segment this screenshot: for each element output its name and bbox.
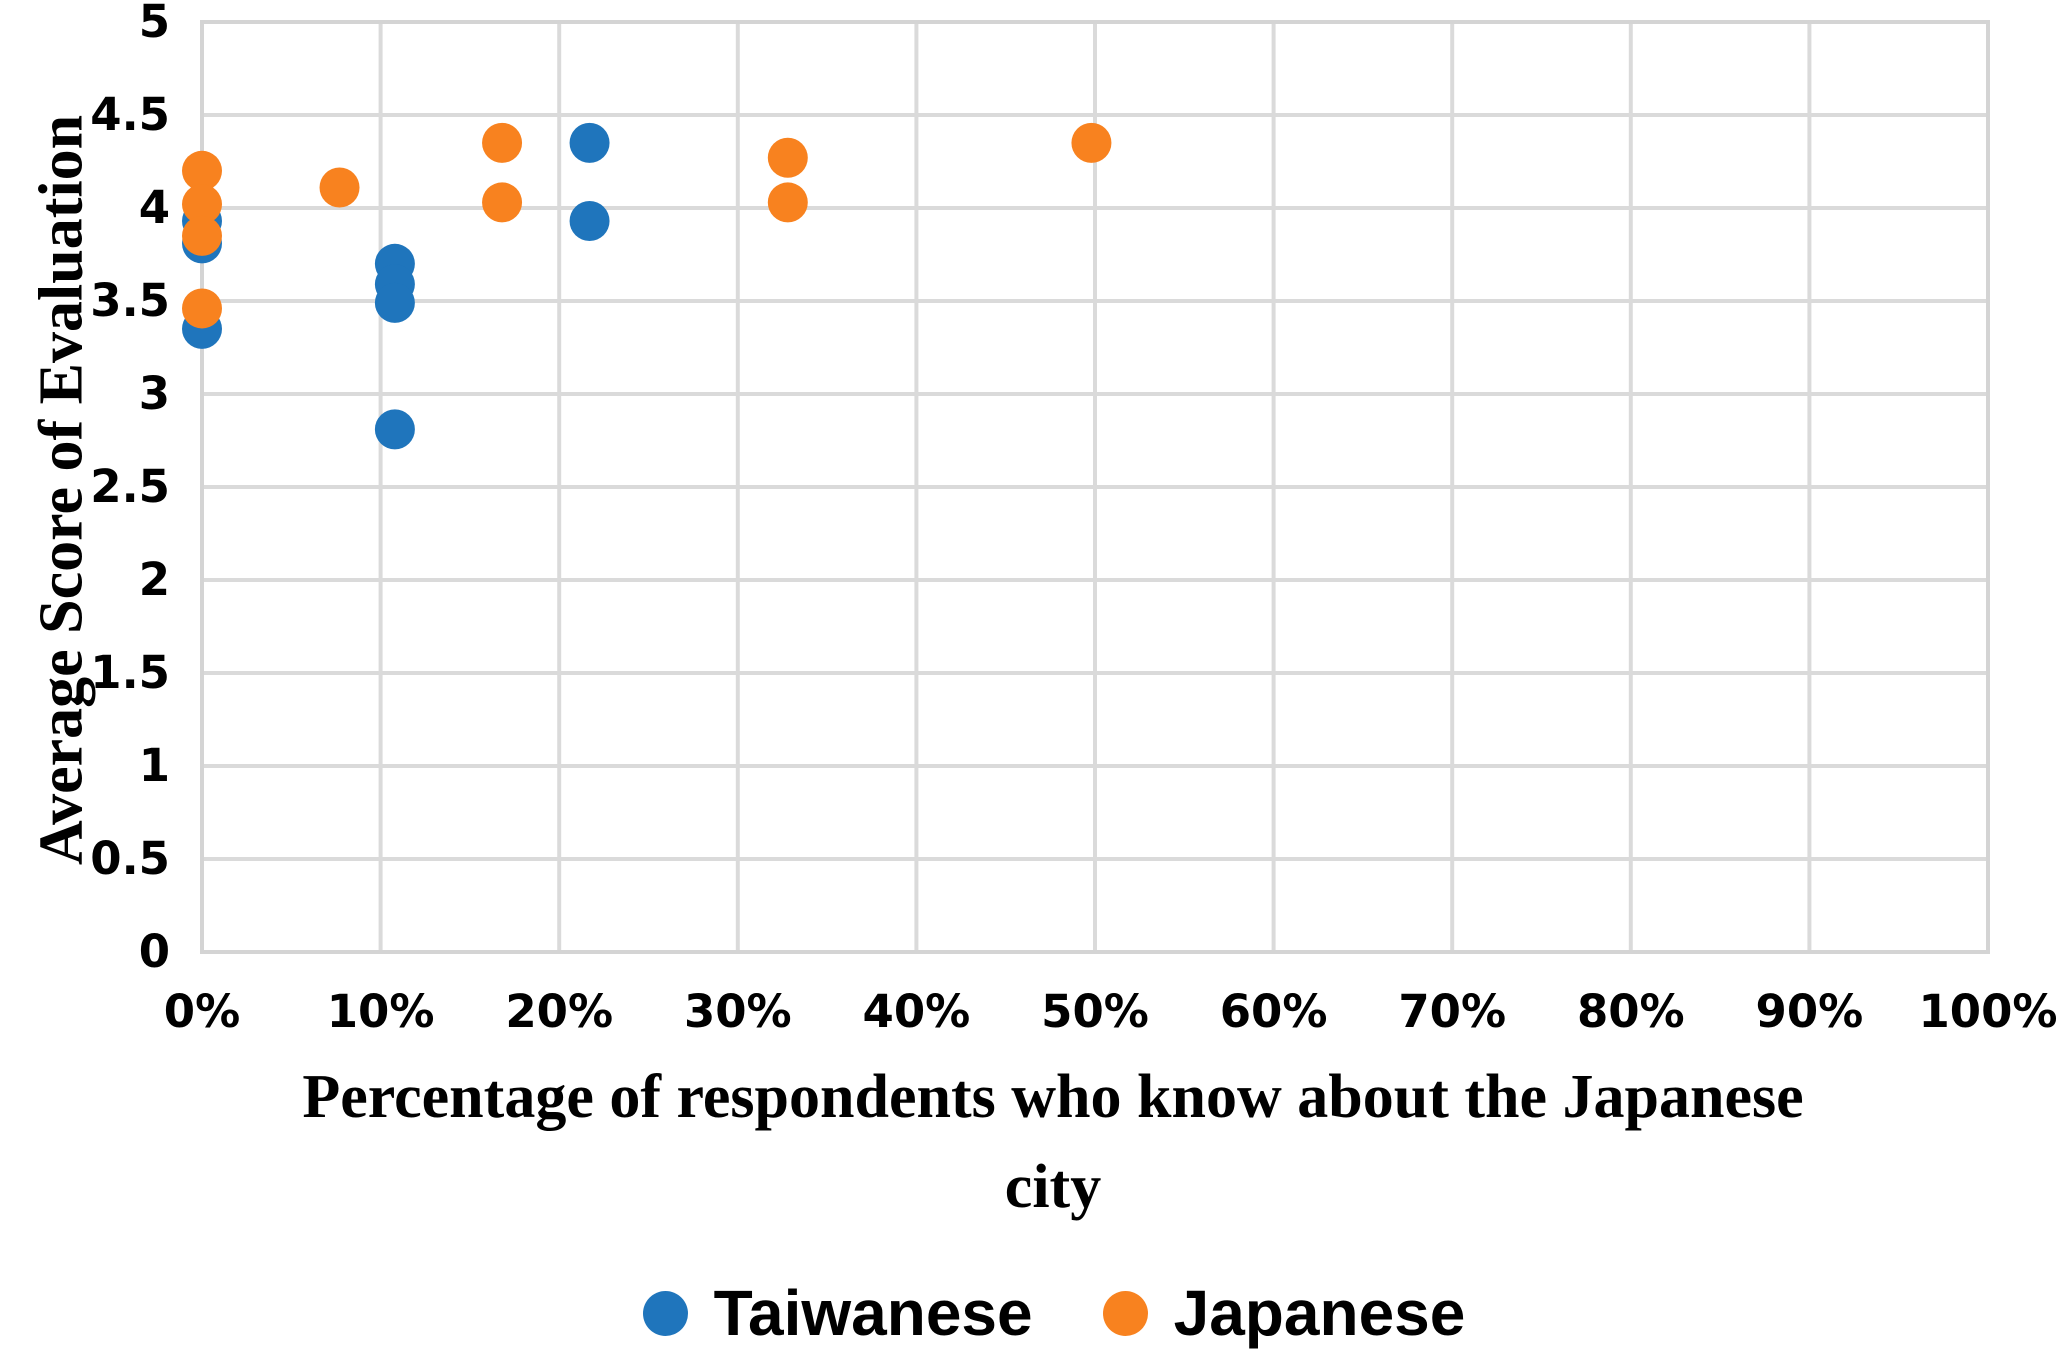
x-axis-title-line1: Percentage of respondents who know about… [302, 1063, 1804, 1131]
data-point-japanese [182, 150, 222, 191]
x-tick-label: 60% [1219, 985, 1328, 1038]
y-axis-title: Average Score of Evaluation [27, 115, 98, 865]
y-tick-label: 0 [138, 925, 170, 978]
data-point-japanese [182, 288, 222, 329]
y-tick-label: 0.5 [90, 832, 170, 885]
x-tick-label: 40% [862, 985, 971, 1038]
legend-dot-japanese [1102, 1290, 1148, 1336]
x-tick-label: 50% [1041, 985, 1149, 1038]
data-point-japanese [767, 137, 808, 178]
legend-label-taiwanese: Taiwanese [713, 1277, 1033, 1349]
x-tick-label: 10% [326, 985, 435, 1038]
data-point-japanese [1071, 122, 1112, 163]
legend-label-japanese: Japanese [1173, 1277, 1466, 1349]
y-tick-label: 4.5 [90, 88, 170, 141]
legend-dot-taiwanese [642, 1290, 688, 1336]
legend: Taiwanese Japanese [0, 1278, 2058, 1348]
legend-item-japanese: Japanese [1102, 1277, 1466, 1349]
data-point-japanese [182, 184, 222, 225]
x-tick-label: 0% [163, 985, 241, 1038]
y-axis-title-text: Average Score of Evaluation [27, 114, 96, 866]
x-tick-label: 90% [1755, 985, 1864, 1038]
data-point-japanese [482, 182, 523, 223]
data-point-taiwanese [569, 201, 610, 242]
y-tick-label: 1 [138, 739, 170, 792]
y-tick-label: 3.5 [90, 274, 170, 327]
y-tick-label: 2.5 [90, 460, 170, 513]
y-tick-label: 3 [138, 367, 170, 420]
y-tick-label: 4 [138, 181, 170, 234]
x-tick-label: 20% [505, 985, 614, 1038]
plot-frame [200, 20, 1990, 954]
legend-item-taiwanese: Taiwanese [642, 1277, 1033, 1349]
x-tick-label: 70% [1398, 985, 1507, 1038]
x-axis-title: Percentage of respondents who know about… [60, 1052, 2046, 1232]
data-point-japanese [319, 167, 360, 208]
data-point-taiwanese [374, 409, 415, 450]
x-axis-title-line2: city [1004, 1153, 1102, 1221]
y-tick-label: 1.5 [90, 646, 170, 699]
data-point-taiwanese [569, 122, 610, 163]
y-tick-label: 5 [138, 0, 170, 48]
x-tick-label: 100% [1918, 985, 2058, 1038]
y-tick-label: 2 [138, 553, 170, 606]
x-tick-label: 80% [1576, 985, 1685, 1038]
data-point-japanese [767, 182, 808, 223]
data-point-japanese [182, 215, 222, 256]
x-tick-label: 30% [683, 985, 792, 1038]
data-point-taiwanese [374, 282, 415, 323]
data-point-japanese [482, 122, 523, 163]
